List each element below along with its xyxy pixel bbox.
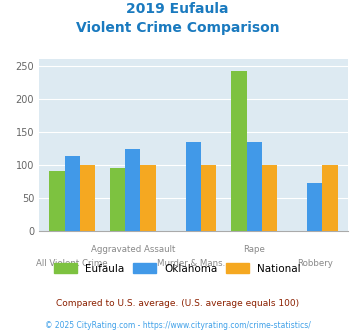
Bar [307, 183, 322, 231]
Text: 2019 Eufaula: 2019 Eufaula [126, 2, 229, 16]
Bar [49, 171, 65, 231]
Legend: Eufaula, Oklahoma, National: Eufaula, Oklahoma, National [54, 263, 301, 274]
Bar [247, 142, 262, 231]
Bar [262, 165, 277, 231]
Bar [231, 71, 247, 231]
Text: All Violent Crime: All Violent Crime [36, 259, 108, 268]
Bar [201, 165, 216, 231]
Text: Robbery: Robbery [297, 259, 333, 268]
Text: Compared to U.S. average. (U.S. average equals 100): Compared to U.S. average. (U.S. average … [56, 299, 299, 308]
Text: Murder & Mans...: Murder & Mans... [157, 259, 230, 268]
Bar [322, 165, 338, 231]
Text: Violent Crime Comparison: Violent Crime Comparison [76, 21, 279, 35]
Text: Rape: Rape [243, 245, 265, 254]
Text: © 2025 CityRating.com - https://www.cityrating.com/crime-statistics/: © 2025 CityRating.com - https://www.city… [45, 321, 310, 330]
Bar [186, 142, 201, 231]
Text: Aggravated Assault: Aggravated Assault [91, 245, 175, 254]
Bar [125, 149, 140, 231]
Bar [110, 168, 125, 231]
Bar [65, 156, 80, 231]
Bar [80, 165, 95, 231]
Bar [140, 165, 155, 231]
